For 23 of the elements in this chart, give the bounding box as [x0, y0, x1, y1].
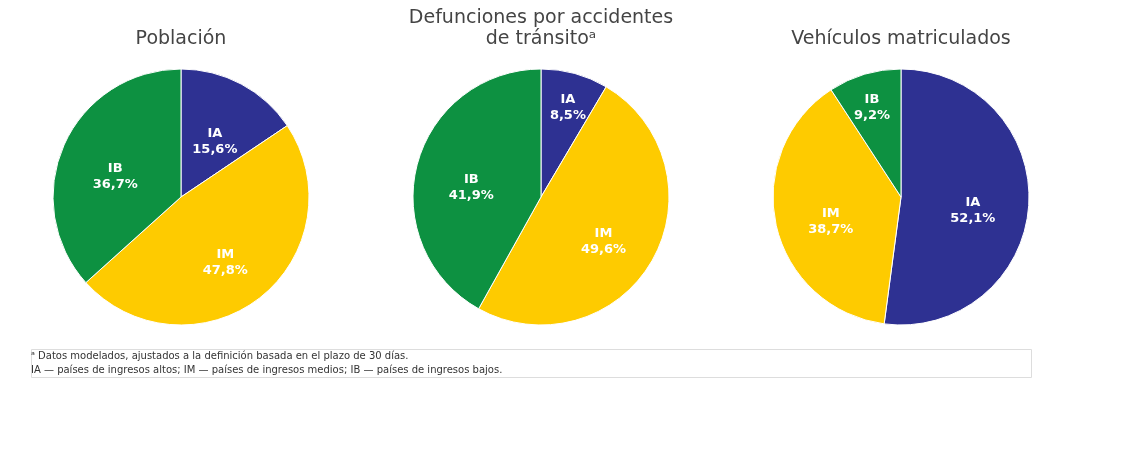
data-label: 8,5%: [549, 106, 586, 122]
data-label: 36,7%: [92, 175, 138, 191]
slice-label: IB: [463, 170, 479, 186]
slice-label: IA: [560, 90, 576, 106]
slice-label: IA: [965, 193, 981, 209]
text: ᵃ Datos modelados, ajustados a la definición basada en el plazo de 30 días.: [31, 350, 409, 361]
chart-title: Población: [135, 26, 227, 48]
chart-title: Vehículos matriculados: [791, 26, 1011, 48]
data-label: 38,7%: [808, 220, 854, 236]
data-label: 15,6%: [192, 141, 238, 157]
slice-label: IM: [594, 224, 613, 240]
slice-label: IM: [216, 245, 235, 261]
text: IA — países de ingresos altos; IM — países de ingresos medios; IB — países de ingresos bajos.: [31, 364, 503, 375]
chart-title: Defunciones por accidentes de tránsitoᵃ: [408, 5, 674, 48]
data-label: 47,8%: [202, 261, 248, 277]
data-label: 49,6%: [580, 240, 626, 256]
data-label: 52,1%: [950, 209, 996, 225]
slice-label: IB: [107, 159, 123, 175]
slice-label: IA: [207, 125, 223, 141]
data-label: 41,9%: [448, 186, 494, 202]
data-label: 9,2%: [853, 107, 890, 123]
slice-label: IM: [821, 204, 840, 220]
slice-label: IB: [864, 91, 880, 107]
